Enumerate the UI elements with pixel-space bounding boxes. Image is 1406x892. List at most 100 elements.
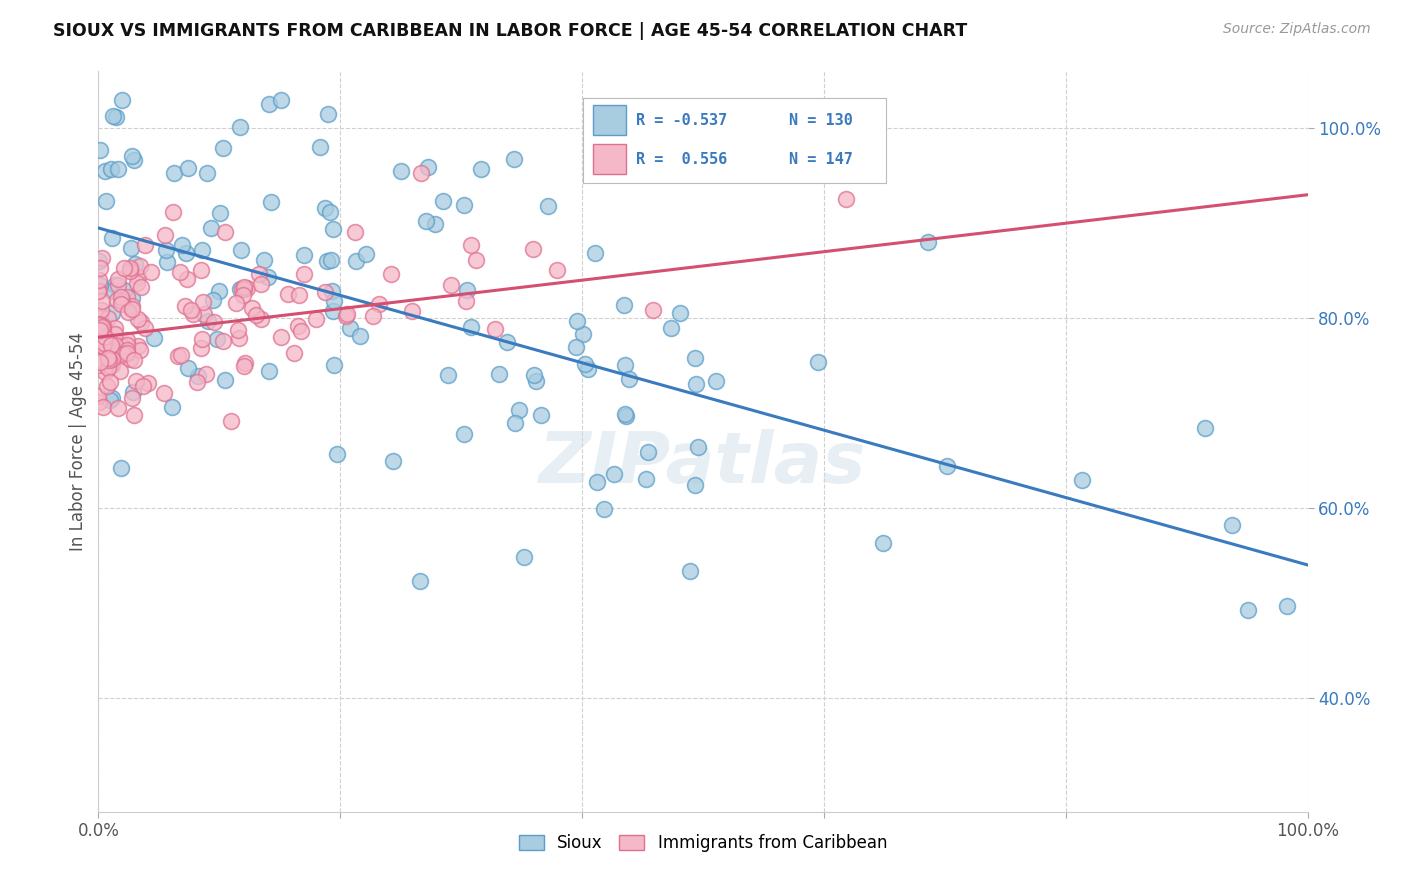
Point: [229, 243, 252, 257]
Point: [321, 284, 343, 298]
Point: [93, 336, 115, 351]
Point: [488, 367, 510, 381]
Point: [122, 153, 145, 168]
Point: [503, 416, 526, 430]
Point: [112, 347, 135, 361]
Point: [679, 564, 702, 578]
Point: [191, 332, 214, 346]
Point: [94, 365, 117, 379]
Point: [91, 294, 114, 309]
Point: [191, 295, 214, 310]
Point: [574, 357, 596, 371]
Point: [323, 293, 346, 308]
Point: [107, 272, 129, 286]
Point: [314, 201, 336, 215]
Point: [87, 318, 110, 332]
Point: [121, 392, 143, 406]
Point: [380, 268, 402, 282]
Point: [214, 225, 236, 239]
Point: [169, 265, 191, 279]
Point: [190, 341, 212, 355]
Point: [209, 205, 232, 219]
Point: [89, 144, 111, 158]
Point: [121, 301, 143, 316]
Point: [97, 310, 120, 325]
Point: [576, 361, 599, 376]
Point: [98, 393, 121, 408]
Point: [537, 199, 560, 213]
Point: [294, 248, 316, 262]
Point: [484, 321, 506, 335]
Point: [121, 300, 143, 314]
Point: [153, 385, 176, 400]
Point: [683, 478, 706, 492]
Point: [139, 265, 162, 279]
Point: [101, 391, 124, 405]
Point: [508, 403, 530, 417]
Legend: Sioux, Immigrants from Caribbean: Sioux, Immigrants from Caribbean: [512, 828, 894, 859]
Point: [807, 355, 830, 369]
Bar: [592, 144, 626, 175]
Point: [127, 339, 149, 353]
Point: [529, 409, 551, 423]
Point: [228, 282, 250, 296]
Point: [101, 358, 124, 372]
Point: [389, 164, 412, 178]
Point: [134, 237, 156, 252]
Point: [97, 360, 120, 375]
Point: [193, 307, 215, 321]
Point: [91, 349, 114, 363]
Point: [87, 272, 110, 286]
Point: [636, 472, 658, 486]
Point: [156, 255, 179, 269]
Point: [231, 281, 253, 295]
Point: [101, 231, 124, 245]
Point: [170, 237, 193, 252]
Point: [322, 304, 344, 318]
Point: [270, 93, 292, 107]
Point: [546, 263, 568, 277]
Point: [110, 461, 132, 475]
Point: [104, 277, 127, 292]
Point: [89, 354, 111, 368]
Point: [339, 320, 361, 334]
Point: [226, 323, 249, 337]
Point: [127, 270, 149, 285]
Point: [108, 364, 131, 378]
Point: [411, 166, 433, 180]
Point: [245, 309, 267, 323]
Point: [326, 447, 349, 461]
Point: [318, 205, 340, 219]
Point: [686, 440, 709, 454]
Point: [523, 368, 546, 383]
Point: [416, 160, 439, 174]
Point: [174, 299, 197, 313]
Point: [91, 400, 114, 414]
Point: [614, 409, 637, 423]
Point: [460, 238, 482, 252]
Point: [176, 161, 198, 175]
Point: [212, 141, 235, 155]
Point: [415, 214, 437, 228]
Point: [233, 280, 256, 294]
Point: [277, 286, 299, 301]
Point: [936, 459, 959, 474]
Point: [1220, 518, 1243, 533]
Point: [110, 290, 132, 304]
Point: [195, 166, 218, 180]
Point: [229, 120, 252, 134]
Point: [225, 295, 247, 310]
Point: [250, 312, 273, 326]
Point: [409, 574, 432, 588]
Point: [602, 467, 624, 481]
Point: [89, 352, 111, 367]
Point: [453, 427, 475, 442]
Point: [257, 96, 280, 111]
Point: [249, 267, 271, 281]
Point: [98, 375, 121, 389]
Point: [1070, 473, 1092, 487]
Point: [503, 152, 526, 166]
Point: [205, 332, 228, 346]
Point: [232, 282, 254, 296]
Point: [572, 326, 595, 341]
